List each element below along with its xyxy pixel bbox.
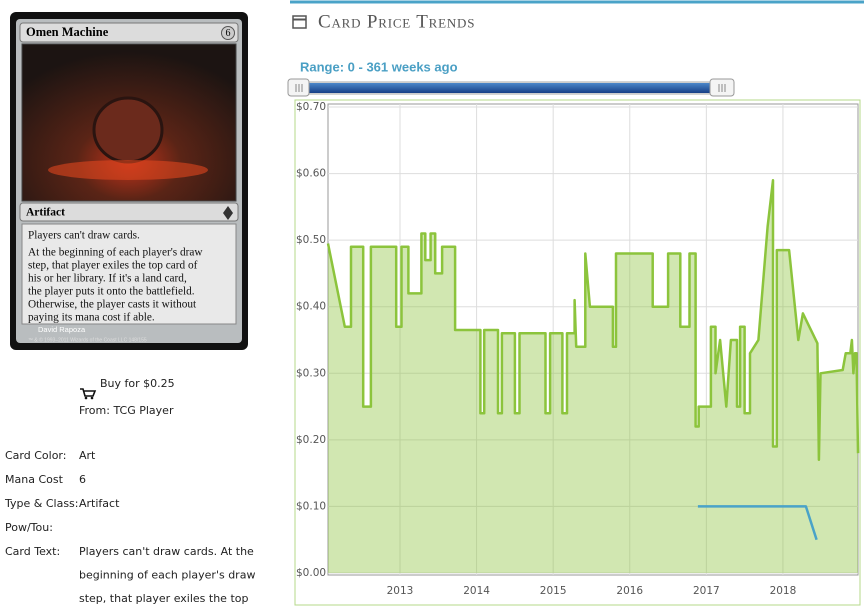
detail-value: 6 xyxy=(79,473,86,486)
detail-value: step, that player exiles the top xyxy=(79,592,248,605)
chart-frame xyxy=(294,99,861,606)
detail-label: Mana Cost xyxy=(5,473,64,486)
card-name: Omen Machine xyxy=(26,25,109,39)
x-tick-label: 2017 xyxy=(693,585,720,597)
line xyxy=(697,505,818,541)
detail-value: beginning of each player's draw xyxy=(79,569,255,582)
card-rules-line: step, that player exiles the top card of xyxy=(28,260,198,272)
detail-value: Artifact xyxy=(79,497,120,510)
y-tick-label: $0.20 xyxy=(296,434,326,446)
y-tick-label: $0.70 xyxy=(296,101,326,113)
card-type: Artifact xyxy=(26,207,65,219)
detail-value: Players can't draw cards. At the xyxy=(79,545,254,558)
buy-text[interactable]: Buy for $0.25 xyxy=(100,377,175,390)
chart-title: Card Price Trends xyxy=(318,11,475,32)
card-copyright: ™ & © 1993–2011 Wizards of the Coast LLC… xyxy=(28,336,147,343)
detail-label: Card Color: xyxy=(5,449,66,462)
card-artist: David Rapoza xyxy=(38,325,86,334)
x-tick-label: 2016 xyxy=(616,585,643,597)
detail-label: Pow/Tou: xyxy=(5,521,53,534)
buy-link[interactable]: Buy for $0.25 xyxy=(80,377,175,400)
range-slider[interactable] xyxy=(287,78,735,97)
range-label: Range: 0 - 361 weeks ago xyxy=(300,59,458,74)
chart: 2013 2014 2015 2016 2017 2018 $0.00 $0.10 $0.20 $… xyxy=(296,101,860,597)
plot-area xyxy=(327,103,859,576)
y-tick-label: $0.10 xyxy=(296,500,326,512)
line xyxy=(326,178,860,462)
y-tick-label: $0.00 xyxy=(296,567,326,579)
detail-value: Art xyxy=(79,449,96,462)
y-tick-label: $0.30 xyxy=(296,367,326,379)
card-rules-line: his or her library. If it's a land card, xyxy=(28,273,187,285)
calendar-icon xyxy=(292,15,307,29)
y-tick-label: $0.60 xyxy=(296,168,326,180)
area xyxy=(328,180,858,573)
card-rules-line: Otherwise, the player casts it without xyxy=(28,299,197,311)
card-rules-line: the player puts it onto the battlefield. xyxy=(28,286,195,298)
x-tick-label: 2015 xyxy=(540,585,567,597)
card-cost: 6 xyxy=(226,28,231,39)
detail-label: Type & Class: xyxy=(4,497,78,510)
card-rules-line: paying its mana cost if able. xyxy=(28,312,155,324)
card-rules-line: Players can't draw cards. xyxy=(28,230,140,242)
detail-label: Card Text: xyxy=(5,545,60,558)
buy-source: From: TCG Player xyxy=(79,404,174,417)
x-tick-label: 2018 xyxy=(770,585,797,597)
card-rules-line: At the beginning of each player's draw xyxy=(28,247,203,259)
x-tick-label: 2014 xyxy=(463,585,490,597)
card-image: Omen Machine 6 Artifact Players can't dr… xyxy=(10,12,248,350)
y-tick-label: $0.40 xyxy=(296,301,326,313)
y-tick-label: $0.50 xyxy=(296,234,326,246)
x-tick-label: 2013 xyxy=(387,585,414,597)
